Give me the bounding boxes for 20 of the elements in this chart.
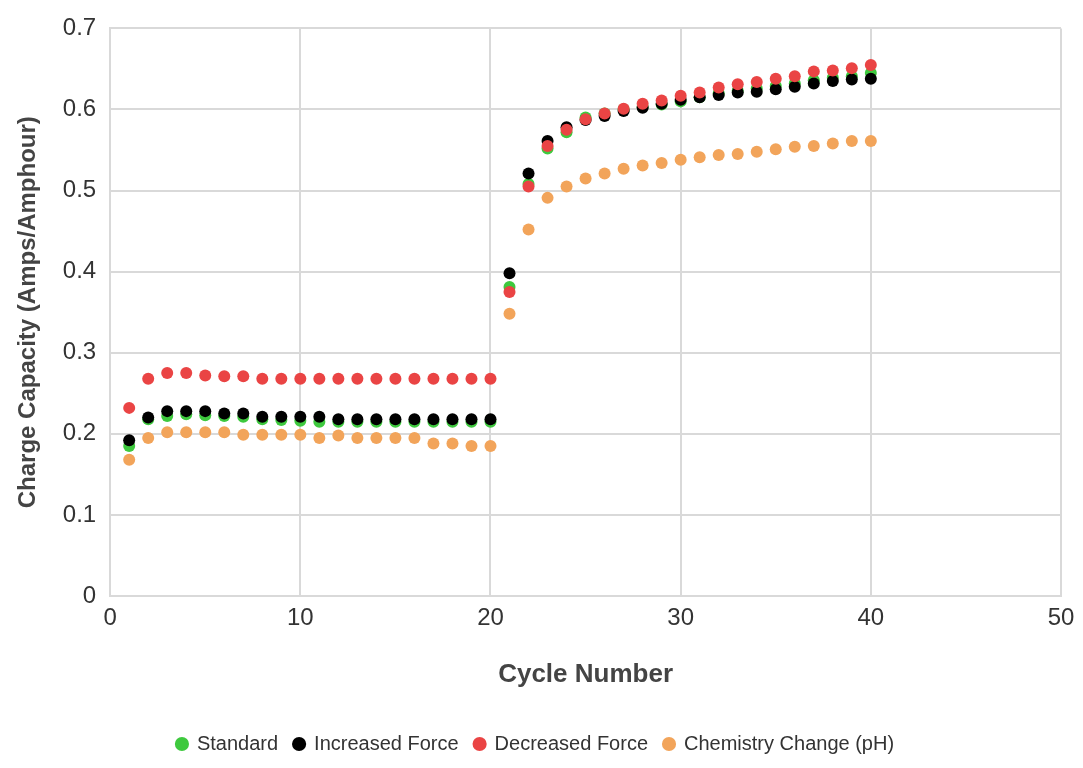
- y-tick-label: 0.1: [62, 499, 97, 527]
- legend-label: Chemistry Change (pH): [684, 731, 895, 754]
- y-axis-title: Charge Capacity (Amps/Amphour): [13, 116, 41, 509]
- x-tick-label: 50: [1047, 603, 1075, 631]
- y-tick-label: 0.6: [62, 94, 97, 122]
- x-tick-label: 10: [286, 603, 314, 631]
- y-tick-label: 0.3: [62, 337, 97, 365]
- y-tick-label: 0.4: [62, 256, 97, 284]
- x-axis-title: Cycle Number: [498, 657, 673, 688]
- y-tick-label: 0.7: [62, 13, 97, 41]
- x-tick-label: 30: [667, 603, 695, 631]
- legend-label: Decreased Force: [494, 731, 649, 754]
- legend-label: Standard: [196, 731, 279, 754]
- y-tick-label: 0.5: [62, 175, 97, 203]
- x-tick-label: 0: [103, 603, 117, 631]
- x-tick-label: 40: [857, 603, 885, 631]
- legend-label: Increased Force: [314, 731, 459, 754]
- x-tick-label: 20: [477, 603, 504, 631]
- y-tick-label: 0.2: [62, 418, 97, 446]
- y-tick-label: 0: [82, 580, 97, 608]
